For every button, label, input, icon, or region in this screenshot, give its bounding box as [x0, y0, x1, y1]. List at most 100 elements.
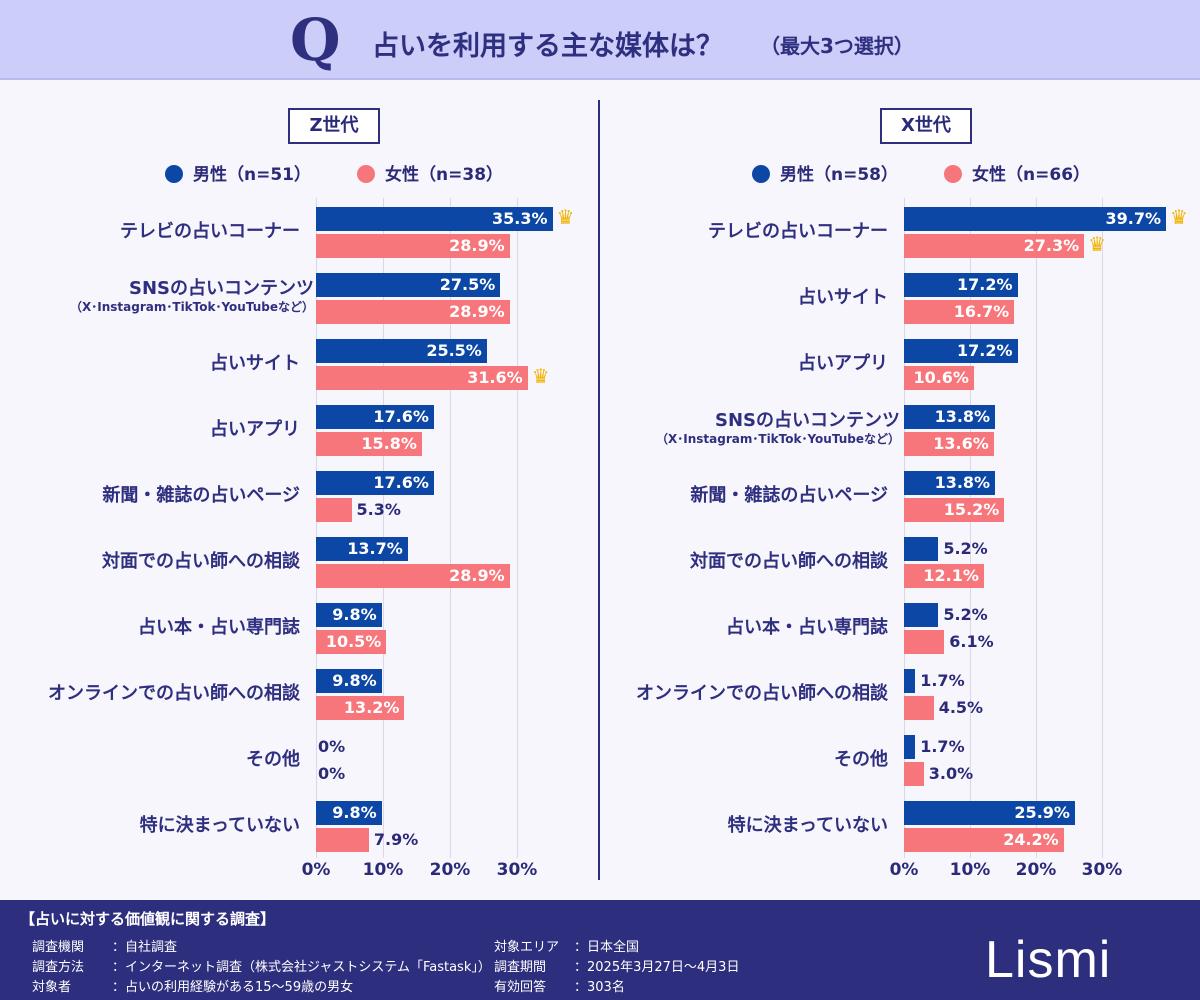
q-icon: Q: [290, 6, 341, 74]
data-label: 4.5%: [938, 698, 984, 717]
data-label: 13.6%: [933, 434, 989, 453]
bar-male: [904, 537, 939, 561]
bar-female: [904, 498, 1005, 522]
bar-male: [316, 603, 382, 627]
survey-info: 調査方法 ：インターネット調査（株式会社ジャストシステム「Fastask」）: [32, 956, 491, 975]
data-label: 13.2%: [343, 698, 400, 717]
bar-female: [904, 564, 984, 588]
gridline: [517, 198, 518, 858]
crown-icon: ♛: [1088, 232, 1107, 256]
bar-female: [316, 564, 510, 588]
data-label: 12.1%: [923, 566, 979, 585]
bar-female: [316, 828, 369, 852]
info-value: ：303名: [574, 980, 625, 995]
data-label: 28.9%: [449, 566, 505, 585]
legend-label: 女性（n=38）: [385, 165, 504, 185]
crown-icon: ♛: [556, 205, 575, 229]
category-label: 占いサイト: [210, 353, 300, 374]
legend-item: 男性（n=58）: [752, 160, 898, 185]
category-label: テレビの占いコーナー: [120, 221, 300, 242]
data-label: 13.8%: [934, 473, 991, 492]
bar-female: [316, 300, 510, 324]
legend-swatch: [165, 165, 183, 183]
bar-male: [904, 471, 996, 495]
legend-label: 男性（n=58）: [780, 165, 899, 185]
bar-male: [316, 405, 434, 429]
data-label: 25.5%: [426, 341, 482, 360]
gridline: [316, 198, 317, 858]
info-value: ：日本全国: [574, 940, 640, 955]
data-label: 7.9%: [373, 830, 419, 849]
category-label: 占いサイト: [798, 287, 888, 308]
legend: 男性（n=51） 女性（n=38）: [165, 160, 503, 185]
legend-swatch: [357, 165, 376, 183]
category-label: 占い本・占い専門誌: [726, 617, 888, 638]
info-key: 調査方法: [32, 960, 85, 975]
gridline: [1102, 198, 1103, 858]
bar-male: [904, 405, 996, 429]
lismi-logo: Lismi: [985, 931, 1112, 989]
data-label: 25.9%: [1014, 803, 1070, 822]
survey-info: 有効回答 ：303名: [494, 976, 625, 995]
category-label: テレビの占いコーナー: [708, 221, 888, 242]
legend-swatch: [944, 165, 963, 183]
gridline: [1036, 198, 1037, 858]
category-label: オンラインでの占い師への相談: [636, 683, 888, 704]
data-label: 13.8%: [934, 407, 991, 426]
bar-male: [904, 801, 1075, 825]
x-tick-label: 20%: [429, 860, 471, 880]
generation-title: X世代: [880, 108, 972, 144]
gridline: [970, 198, 971, 858]
info-key: 対象エリア: [494, 940, 560, 955]
header: Q 占いを利用する主な媒体は？ （最大3つ選択）: [0, 0, 1200, 80]
bar-male: [904, 735, 916, 759]
info-key: 調査機関: [32, 940, 85, 955]
x-tick-label: 10%: [949, 860, 991, 880]
category-label: 対面での占い師への相談: [102, 551, 300, 572]
bar-female: [316, 498, 352, 522]
bar-female: [904, 696, 934, 720]
data-label: 28.9%: [449, 302, 505, 321]
bar-male: [316, 339, 487, 363]
data-label: 5.2%: [943, 605, 988, 624]
survey-info: 調査機関 ：自社調査: [32, 936, 177, 955]
x-tick-label: 30%: [1081, 860, 1123, 880]
category-label: SNSの占いコンテンツ （X･Instagram･TikTok･YouTubeなど…: [70, 278, 314, 314]
data-label: 10.6%: [913, 368, 969, 387]
info-key: 対象者: [32, 980, 72, 995]
x-tick-label: 30%: [496, 860, 538, 880]
bar-female: [904, 366, 974, 390]
gridline: [904, 198, 905, 858]
bar-male: [316, 471, 434, 495]
category-label: 新聞・雑誌の占いページ: [102, 485, 300, 506]
bar-male: [904, 273, 1018, 297]
legend-swatch: [752, 165, 770, 183]
legend-label: 女性（n=66）: [972, 165, 1091, 185]
data-label: 17.6%: [373, 473, 429, 492]
panel-divider: [598, 100, 600, 880]
data-label: 1.7%: [920, 671, 965, 690]
crown-icon: ♛: [531, 364, 550, 388]
bar-female: [904, 630, 945, 654]
bar-female: [904, 300, 1015, 324]
gridline: [450, 198, 451, 858]
bar-female: [904, 432, 994, 456]
data-label: 13.7%: [347, 539, 403, 558]
info-value: ：占いの利用経験がある15～59歳の男女: [112, 980, 354, 995]
data-label: 39.7%: [1105, 209, 1162, 228]
data-label: 5.3%: [356, 500, 401, 519]
bar-female: [316, 630, 387, 654]
data-label: 3.0%: [928, 764, 974, 783]
data-label: 0%: [318, 737, 346, 756]
category-label: 占い本・占い専門誌: [138, 617, 300, 638]
info-key: 調査期間: [494, 960, 547, 975]
crown-icon: ♛: [1170, 205, 1188, 229]
data-label: 15.8%: [361, 434, 417, 453]
legend-label: 男性（n=51）: [193, 165, 312, 185]
legend-item: 女性（n=66）: [944, 160, 1090, 185]
category-label: 占いアプリ: [798, 353, 888, 374]
data-label: 17.2%: [957, 275, 1013, 294]
data-label: 10.5%: [325, 632, 382, 651]
data-label: 31.6%: [467, 368, 523, 387]
bar-female: [904, 828, 1064, 852]
